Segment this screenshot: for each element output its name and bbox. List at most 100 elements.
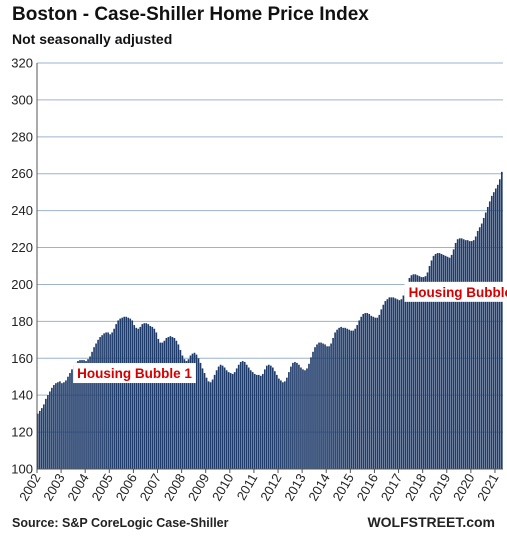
- bar: [434, 254, 437, 469]
- bar: [101, 335, 103, 469]
- bar: [476, 230, 479, 469]
- bar: [217, 366, 220, 469]
- bar: [494, 188, 497, 470]
- bar: [107, 332, 109, 469]
- bar: [63, 382, 65, 469]
- bar: [115, 324, 117, 469]
- bar: [113, 328, 115, 469]
- bar: [181, 355, 184, 469]
- bar: [205, 377, 208, 469]
- y-tick-label: 240: [11, 203, 33, 218]
- bar: [261, 373, 264, 469]
- bar: [85, 361, 87, 469]
- x-tick-label: 2018: [402, 471, 429, 504]
- bar: [137, 328, 140, 469]
- y-tick-label: 120: [11, 425, 33, 440]
- bar: [318, 342, 320, 469]
- x-tick-label: 2007: [137, 471, 164, 504]
- bar: [496, 184, 499, 470]
- bar: [159, 342, 162, 469]
- bar: [290, 366, 292, 469]
- bar: [163, 340, 166, 469]
- bar: [175, 340, 178, 469]
- bar: [286, 377, 288, 469]
- bar: [346, 328, 348, 469]
- bar: [270, 365, 272, 469]
- bar: [492, 192, 495, 469]
- bar: [400, 299, 403, 469]
- bar: [99, 337, 101, 469]
- bar: [231, 373, 234, 469]
- bar: [119, 318, 121, 469]
- bar: [239, 361, 242, 469]
- bar: [452, 249, 455, 469]
- bar: [127, 317, 130, 469]
- bar: [406, 282, 409, 469]
- bar: [442, 254, 445, 469]
- y-tick-label: 300: [11, 92, 33, 107]
- bar: [278, 378, 280, 469]
- bar: [247, 367, 250, 469]
- y-tick-label: 220: [11, 240, 33, 255]
- bar: [157, 338, 160, 469]
- y-tick-label: 140: [11, 388, 33, 403]
- bar: [310, 357, 312, 469]
- bar: [420, 277, 423, 469]
- bar: [350, 330, 352, 469]
- bar: [89, 356, 91, 469]
- bar: [474, 236, 477, 469]
- bar: [149, 325, 152, 469]
- bar: [302, 369, 304, 469]
- bar: [402, 295, 405, 469]
- y-tick-label: 200: [11, 277, 33, 292]
- bar: [39, 410, 41, 469]
- annotation-label: Housing Bubble 2: [409, 285, 507, 300]
- bar: [364, 313, 367, 469]
- bar: [396, 299, 399, 469]
- bar: [153, 328, 156, 469]
- y-tick-label: 320: [11, 56, 33, 71]
- bar: [223, 367, 226, 469]
- bar: [312, 351, 314, 469]
- bar: [300, 367, 302, 469]
- annotation-label: Housing Bubble 1: [77, 366, 192, 381]
- bar: [412, 274, 415, 469]
- bar: [472, 240, 475, 469]
- bar: [139, 326, 142, 469]
- x-tick-label: 2012: [257, 471, 284, 504]
- bar: [117, 320, 119, 469]
- bar: [322, 343, 324, 469]
- bar: [49, 391, 51, 469]
- bar: [358, 320, 361, 469]
- bar: [416, 275, 419, 469]
- bar: [81, 360, 83, 469]
- bar: [95, 343, 97, 469]
- bar: [201, 368, 204, 469]
- bar: [143, 323, 146, 469]
- bar: [392, 297, 395, 469]
- bar: [438, 253, 441, 469]
- bar: [288, 372, 290, 469]
- bar: [197, 358, 200, 469]
- bar: [344, 327, 346, 469]
- bar: [253, 373, 256, 469]
- bar: [229, 373, 232, 469]
- bar: [464, 240, 467, 469]
- bar: [428, 266, 431, 469]
- brand-label: WOLFSTREET.com: [367, 514, 495, 530]
- bar: [348, 329, 350, 469]
- bar: [169, 336, 172, 469]
- bar: [71, 369, 73, 469]
- bar: [179, 349, 182, 469]
- bar: [47, 395, 49, 469]
- bar: [332, 337, 334, 469]
- bar: [123, 316, 126, 469]
- bar: [57, 382, 59, 469]
- bar: [241, 361, 244, 469]
- bar: [211, 379, 214, 469]
- bar: [189, 355, 192, 469]
- annotation-box: [404, 281, 507, 302]
- bar: [135, 327, 138, 469]
- bar: [265, 365, 268, 469]
- bar: [243, 361, 246, 469]
